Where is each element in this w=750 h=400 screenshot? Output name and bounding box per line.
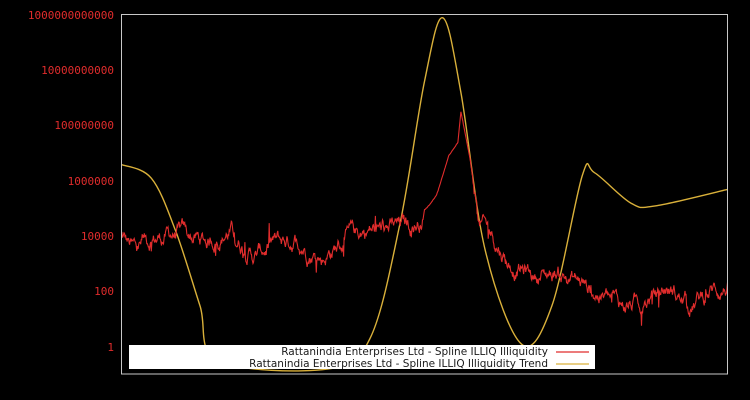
y-tick-label: 1000000 bbox=[68, 175, 114, 188]
y-tick-label: 10000000000 bbox=[41, 64, 114, 77]
legend-label-trend: Rattanindia Enterprises Ltd - Spline ILL… bbox=[249, 358, 548, 370]
y-tick-label: 1 bbox=[107, 341, 114, 354]
legend-box bbox=[129, 345, 595, 369]
legend: Rattanindia Enterprises Ltd - Spline ILL… bbox=[129, 345, 595, 370]
illiquidity-series-line bbox=[121, 111, 728, 326]
y-tick-label: 100 bbox=[94, 285, 114, 298]
trend-series-line bbox=[121, 17, 728, 372]
legend-label-illiquidity: Rattanindia Enterprises Ltd - Spline ILL… bbox=[281, 346, 548, 358]
y-tick-label: 10000 bbox=[81, 230, 114, 243]
y-tick-label: 100000000 bbox=[54, 119, 114, 132]
y-tick-label: 1000000000000 bbox=[28, 9, 114, 22]
y-axis-tick-labels: 1000000000000 10000000000 100000000 1000… bbox=[28, 9, 114, 354]
plot-frame bbox=[121, 14, 728, 375]
plot-area bbox=[121, 17, 728, 372]
